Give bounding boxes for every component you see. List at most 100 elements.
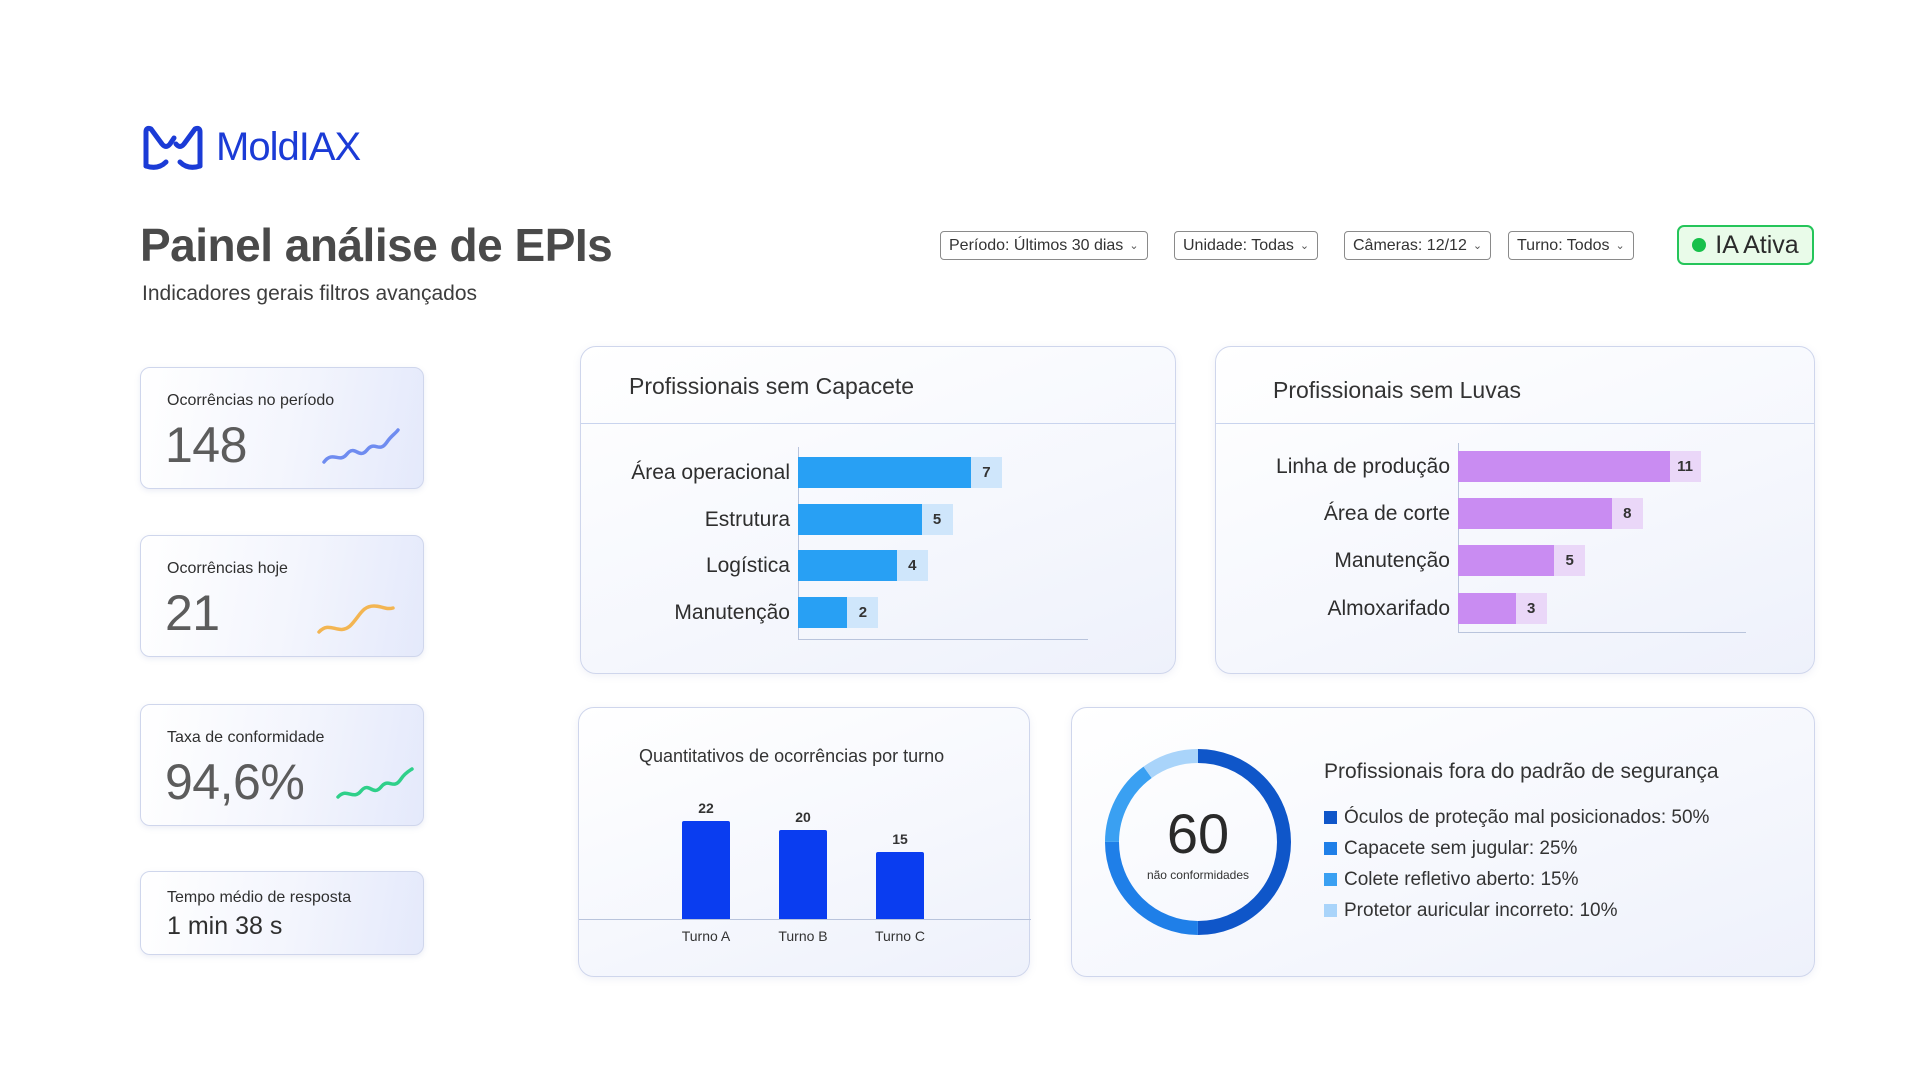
page-title: Painel análise de EPIs (140, 219, 613, 271)
bar (798, 504, 922, 535)
filter-periodo[interactable]: Período: Últimos 30 dias ⌄ (940, 231, 1148, 260)
bar-value-label: 20 (795, 808, 811, 825)
legend-swatch (1324, 873, 1337, 886)
kpi-ocorrencias-periodo[interactable]: Ocorrências no período 148 (140, 367, 424, 489)
chevron-down-icon: ⌄ (1472, 240, 1483, 252)
kpi-value: 1 min 38 s (167, 912, 283, 940)
donut-total: 60 (1166, 802, 1230, 865)
sparkline-icon (336, 767, 414, 799)
bar (1458, 593, 1516, 624)
bar (1458, 498, 1612, 529)
card-title: Quantitativos de ocorrências por turno (639, 746, 945, 766)
chart-card-padrao: 60 não conformidades Profissionais fora … (1071, 707, 1815, 977)
ia-status-badge[interactable]: IA Ativa (1677, 225, 1814, 265)
card-title: Profissionais fora do padrão de seguranç… (1324, 760, 1719, 783)
bar-value-label: 4 (896, 550, 928, 581)
sparkline-icon (317, 604, 395, 634)
donut-caption: não conformidades (1146, 868, 1250, 882)
category-label: Turno B (778, 928, 828, 944)
sparkline-icon (322, 428, 400, 464)
bar (1458, 545, 1555, 576)
filter-unidade-label: Unidade: Todas (1183, 236, 1294, 254)
card-title: Profissionais sem Luvas (1273, 377, 1521, 403)
page-subtitle: Indicadores gerais filtros avançados (142, 282, 478, 305)
bar-value-label: 15 (892, 831, 908, 848)
donut-segment (1105, 749, 1291, 935)
filter-cameras-label: Câmeras: 12/12 (1353, 236, 1467, 254)
kpi-ocorrencias-hoje[interactable]: Ocorrências hoje 21 (140, 535, 424, 657)
filter-turno[interactable]: Turno: Todos ⌄ (1508, 231, 1634, 260)
donut-legend: Óculos de proteção mal posicionados: 50%… (1324, 802, 1709, 926)
bar-value-label: 8 (1611, 498, 1643, 529)
bar (1458, 451, 1670, 482)
card-header: Profissionais sem Luvas (1216, 347, 1814, 424)
bar (779, 829, 827, 919)
chart-card-turno: Quantitativos de ocorrências por turno 2… (578, 707, 1031, 977)
filter-cameras[interactable]: Câmeras: 12/12 ⌄ (1344, 231, 1492, 260)
chart-card-luvas: Profissionais sem Luvas Linha de produçã… (1215, 346, 1815, 674)
filter-turno-label: Turno: Todos (1517, 236, 1610, 254)
legend-item: Óculos de proteção mal posicionados: 50% (1324, 802, 1709, 833)
kpi-label: Ocorrências no período (167, 392, 335, 409)
bar (798, 550, 897, 581)
chart-axis-x (798, 639, 1088, 640)
bar (876, 852, 924, 919)
bar-value-label: 11 (1669, 451, 1701, 482)
bar (682, 821, 730, 919)
chevron-down-icon: ⌄ (1299, 240, 1310, 252)
chevron-down-icon: ⌄ (1129, 240, 1139, 252)
legend-label: Colete refletivo aberto: 15% (1344, 868, 1579, 890)
legend-label: Capacete sem jugular: 25% (1344, 837, 1578, 859)
kpi-value: 21 (165, 585, 220, 641)
donut-chart (1105, 749, 1291, 935)
bar-label: Área de corte (1323, 502, 1450, 525)
category-label: Turno C (874, 928, 926, 944)
ia-status-label: IA Ativa (1715, 230, 1799, 259)
chart-axis-y (798, 447, 799, 639)
filter-unidade[interactable]: Unidade: Todas ⌄ (1174, 231, 1319, 260)
category-label: Turno A (681, 928, 731, 944)
brand-name: MoldIAX (216, 124, 361, 169)
bar-value-label: 2 (847, 597, 879, 628)
chart-axis-y (1458, 443, 1459, 632)
moldiax-logo-icon (143, 125, 203, 170)
kpi-tempo-resposta[interactable]: Tempo médio de resposta 1 min 38 s (140, 871, 424, 955)
chevron-down-icon: ⌄ (1615, 240, 1625, 252)
kpi-taxa-conformidade[interactable]: Taxa de conformidade 94,6% (140, 704, 424, 826)
donut-segment (1105, 749, 1291, 935)
bar-value-label: 22 (698, 800, 714, 816)
kpi-value: 94,6% (165, 754, 305, 810)
legend-label: Protetor auricular incorreto: 10% (1344, 899, 1618, 921)
bar-value-label: 3 (1515, 593, 1547, 624)
bar-label: Estrutura (704, 508, 790, 531)
bar-value-label: 5 (1554, 545, 1586, 576)
chart-axis-x (1458, 632, 1746, 633)
legend-label: Óculos de proteção mal posicionados: 50% (1344, 806, 1710, 828)
bar-label: Linha de produção (1276, 455, 1450, 478)
kpi-label: Ocorrências hoje (167, 560, 288, 577)
bar-value-label: 5 (921, 504, 953, 535)
legend-swatch (1324, 904, 1337, 917)
legend-item: Capacete sem jugular: 25% (1324, 833, 1709, 864)
bar-label: Manutenção (1334, 549, 1450, 572)
legend-item: Protetor auricular incorreto: 10% (1324, 895, 1709, 926)
legend-item: Colete refletivo aberto: 15% (1324, 864, 1709, 895)
status-dot-icon (1692, 238, 1707, 252)
chart-axis-x (579, 919, 1031, 920)
bar-label: Manutenção (674, 601, 790, 624)
chart-card-capacete: Profissionais sem Capacete Área operacio… (580, 346, 1176, 674)
card-title: Profissionais sem Capacete (629, 373, 915, 399)
brand-logo[interactable]: MoldIAX (140, 122, 361, 172)
legend-swatch (1324, 842, 1337, 855)
bar (798, 457, 971, 488)
bar-value-label: 7 (970, 457, 1002, 488)
legend-swatch (1324, 811, 1337, 824)
kpi-label: Tempo médio de resposta (167, 889, 352, 906)
card-header: Profissionais sem Capacete (581, 347, 1175, 424)
kpi-label: Taxa de conformidade (167, 729, 325, 746)
filter-periodo-label: Período: Últimos 30 dias (949, 236, 1124, 254)
bar-label: Almoxarifado (1327, 597, 1450, 620)
bar-label: Logística (705, 554, 790, 577)
donut-center: 60 não conformidades (1102, 746, 1294, 938)
kpi-value: 148 (165, 417, 247, 473)
